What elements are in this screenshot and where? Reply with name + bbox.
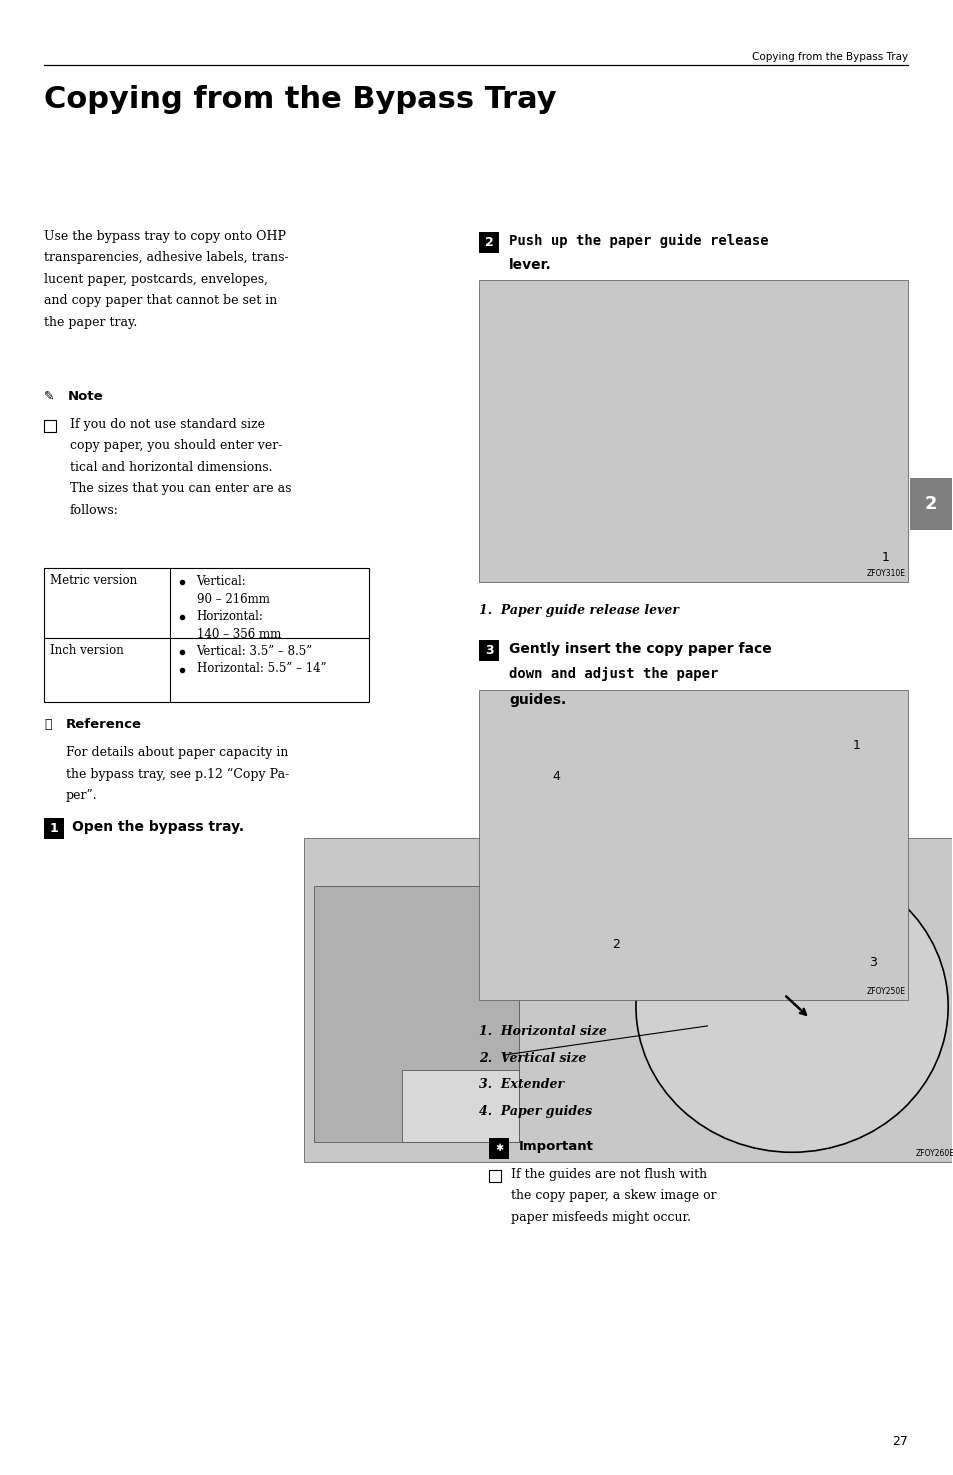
Text: follows:: follows: (70, 504, 118, 518)
Text: Vertical: 3.5” – 8.5”: Vertical: 3.5” – 8.5” (196, 645, 313, 658)
Text: Metric version: Metric version (50, 574, 137, 587)
Text: 140 – 356 mm: 140 – 356 mm (196, 627, 280, 640)
Text: 1: 1 (851, 739, 860, 752)
Text: 3: 3 (484, 643, 493, 656)
Text: 2.  Vertical size: 2. Vertical size (478, 1052, 585, 1065)
Text: ZFOY260E: ZFOY260E (915, 1149, 953, 1158)
Text: Open the bypass tray.: Open the bypass tray. (72, 820, 244, 833)
Text: 4: 4 (552, 770, 559, 783)
Text: 2: 2 (612, 938, 619, 951)
Bar (44, 568, 369, 702)
Bar (401, 1069, 518, 1143)
Text: Horizontal: 5.5” – 14”: Horizontal: 5.5” – 14” (196, 662, 326, 676)
Text: Important: Important (518, 1140, 594, 1153)
Text: the copy paper, a skew image or: the copy paper, a skew image or (510, 1189, 716, 1202)
Text: 2: 2 (484, 236, 493, 249)
Bar (478, 690, 907, 1000)
Ellipse shape (636, 861, 947, 1152)
Bar (44, 819, 64, 838)
Bar (314, 886, 518, 1143)
Text: the paper tray.: the paper tray. (44, 316, 137, 329)
Text: lucent paper, postcards, envelopes,: lucent paper, postcards, envelopes, (44, 273, 268, 286)
Text: The sizes that you can enter are as: The sizes that you can enter are as (70, 482, 291, 496)
Text: transparencies, adhesive labels, trans-: transparencies, adhesive labels, trans- (44, 252, 288, 264)
Text: 27: 27 (891, 1435, 907, 1448)
Text: If the guides are not flush with: If the guides are not flush with (510, 1168, 706, 1181)
Text: Copying from the Bypass Tray: Copying from the Bypass Tray (44, 86, 556, 114)
Text: 90 – 216mm: 90 – 216mm (196, 593, 269, 606)
Bar (478, 280, 907, 583)
Text: Push up the paper guide release: Push up the paper guide release (509, 235, 768, 248)
Text: lever.: lever. (509, 258, 552, 271)
Text: 1.  Paper guide release lever: 1. Paper guide release lever (478, 603, 679, 617)
Text: 1: 1 (881, 552, 889, 563)
Text: For details about paper capacity in: For details about paper capacity in (66, 746, 288, 760)
Text: copy paper, you should enter ver-: copy paper, you should enter ver- (70, 440, 282, 453)
Text: 1.  Horizontal size: 1. Horizontal size (478, 1025, 606, 1038)
Text: ✱: ✱ (495, 1143, 502, 1153)
Text: 1: 1 (50, 822, 58, 835)
Bar (488, 1170, 500, 1181)
Text: 3: 3 (868, 956, 877, 969)
Text: 2: 2 (923, 496, 936, 513)
Text: and copy paper that cannot be set in: and copy paper that cannot be set in (44, 295, 277, 307)
Text: 3.  Extender: 3. Extender (478, 1078, 563, 1092)
Bar (478, 640, 498, 661)
Text: Reference: Reference (66, 718, 142, 732)
Text: down and adjust the paper: down and adjust the paper (509, 667, 718, 680)
Text: ⌕: ⌕ (44, 718, 51, 732)
Bar (909, 478, 951, 530)
Text: guides.: guides. (509, 693, 566, 707)
Text: paper misfeeds might occur.: paper misfeeds might occur. (510, 1211, 690, 1224)
Text: Vertical:: Vertical: (196, 575, 246, 589)
Text: ✎: ✎ (44, 389, 54, 403)
Text: Note: Note (68, 389, 103, 403)
Text: Gently insert the copy paper face: Gently insert the copy paper face (509, 642, 771, 656)
Text: Copying from the Bypass Tray: Copying from the Bypass Tray (751, 52, 907, 62)
Bar (304, 838, 953, 1162)
Text: ZFOY310E: ZFOY310E (866, 569, 904, 578)
Bar (488, 1139, 509, 1158)
Bar (44, 419, 56, 432)
Bar (478, 232, 498, 252)
Text: Inch version: Inch version (50, 645, 124, 656)
Text: the bypass tray, see p.12 “Copy Pa-: the bypass tray, see p.12 “Copy Pa- (66, 767, 289, 780)
Text: If you do not use standard size: If you do not use standard size (70, 417, 265, 431)
Text: 4.  Paper guides: 4. Paper guides (478, 1105, 591, 1118)
Text: Use the bypass tray to copy onto OHP: Use the bypass tray to copy onto OHP (44, 230, 286, 243)
Text: per”.: per”. (66, 789, 97, 802)
Text: tical and horizontal dimensions.: tical and horizontal dimensions. (70, 462, 272, 473)
Text: Horizontal:: Horizontal: (196, 611, 263, 622)
Text: ZFOY250E: ZFOY250E (866, 987, 904, 996)
